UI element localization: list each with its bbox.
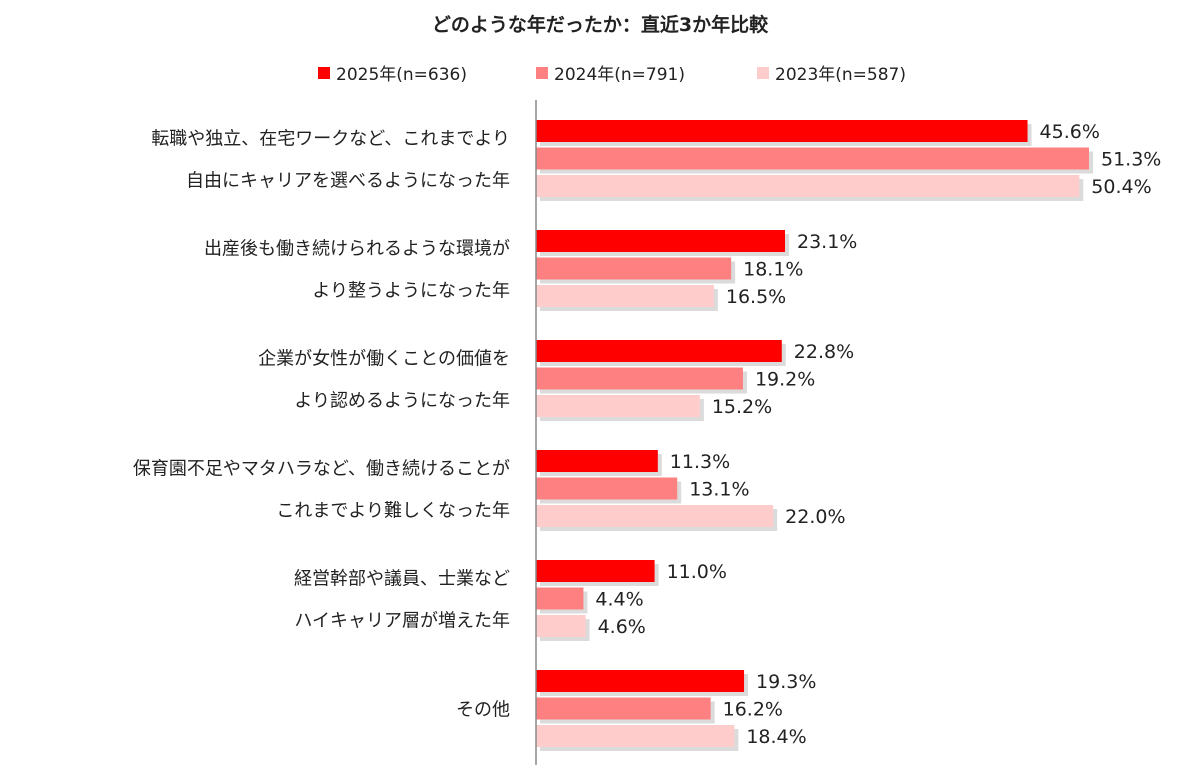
category-label: より認めるようになった年 — [294, 391, 510, 412]
bar-2025-cat2 — [536, 230, 786, 252]
legend-swatch-2023 — [757, 66, 769, 79]
category-label: 企業が女性が働くことの価値を — [258, 349, 510, 370]
value-label: 16.5% — [726, 286, 786, 308]
category-label: 出産後も働き続けられるような環境が — [204, 239, 510, 260]
value-label: 50.4% — [1091, 176, 1151, 198]
legend: 2025年(n=636) 2024年(n=791) 2023年(n=587) — [0, 60, 1200, 85]
bar-2023-cat5 — [536, 615, 586, 637]
category-label: 保育園不足やマタハラなど、働き続けることが — [133, 459, 510, 480]
value-label: 16.2% — [723, 699, 783, 721]
legend-label-2023: 2023年(n=587) — [775, 65, 906, 85]
legend-swatch-2025 — [318, 66, 330, 79]
category-label: 経営幹部や議員、士業など — [294, 569, 510, 590]
value-label: 19.3% — [756, 671, 816, 693]
value-label: 15.2% — [712, 396, 772, 418]
bar-2024-cat1 — [536, 147, 1089, 170]
legend-label-2024: 2024年(n=791) — [554, 65, 685, 85]
value-label: 18.1% — [743, 259, 803, 281]
bar-2024-cat4 — [536, 477, 678, 500]
category-label: 自由にキャリアを選べるようになった年 — [186, 171, 510, 192]
category-label: 転職や独立、在宅ワークなど、これまでより — [151, 129, 510, 150]
bar-2024-cat2 — [536, 257, 732, 280]
value-label: 4.6% — [598, 616, 646, 638]
value-label: 11.3% — [670, 451, 730, 473]
legend-item-2024: 2024年(n=791) — [536, 60, 685, 85]
bar-2023-cat6 — [536, 725, 735, 747]
bar-2024-cat5 — [536, 587, 584, 610]
legend-swatch-2024 — [536, 66, 548, 79]
legend-item-2023: 2023年(n=587) — [757, 60, 906, 85]
value-label: 45.6% — [1040, 121, 1100, 143]
bar-2025-cat3 — [536, 340, 782, 362]
bar-2025-cat6 — [536, 670, 745, 692]
value-label: 51.3% — [1101, 149, 1161, 171]
bar-2023-cat2 — [536, 285, 714, 307]
bar-2025-cat4 — [536, 450, 658, 472]
bar-2025-cat5 — [536, 560, 655, 582]
bar-2023-cat4 — [536, 505, 774, 527]
category-label: より整うようになった年 — [312, 281, 510, 302]
category-label: ハイキャリア層が増えた年 — [294, 611, 510, 632]
value-label: 22.8% — [794, 341, 854, 363]
bar-2023-cat3 — [536, 395, 700, 417]
bar-2023-cat1 — [536, 175, 1080, 197]
chart-title: どのような年だったか：直近3か年比較 — [431, 14, 769, 36]
value-label: 4.4% — [595, 589, 643, 611]
legend-item-2025: 2025年(n=636) — [318, 60, 467, 85]
value-label: 19.2% — [755, 369, 815, 391]
value-label: 18.4% — [746, 726, 806, 748]
category-label: その他 — [456, 700, 510, 721]
category-label: これまでより難しくなった年 — [276, 501, 510, 522]
value-label: 11.0% — [667, 561, 727, 583]
value-label: 13.1% — [689, 479, 749, 501]
legend-label-2025: 2025年(n=636) — [336, 65, 467, 85]
value-label: 22.0% — [785, 506, 845, 528]
bar-2025-cat1 — [536, 120, 1028, 142]
bar-2024-cat6 — [536, 697, 711, 720]
bar-2024-cat3 — [536, 367, 743, 390]
value-label: 23.1% — [797, 231, 857, 253]
